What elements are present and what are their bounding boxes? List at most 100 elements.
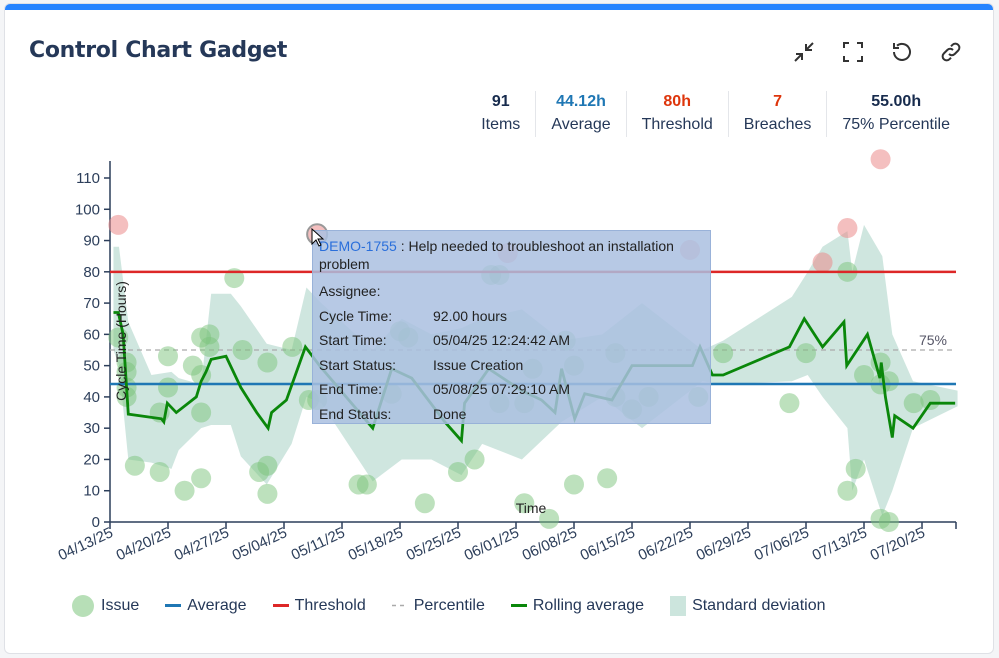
kpi-summary: 91 Items 44.12h Average 80h Threshold 7 Brea… [466, 91, 965, 137]
legend-issue[interactable]: Issue [71, 594, 139, 618]
issue-point[interactable] [282, 336, 303, 357]
chart-legend: Issue Average Threshold Percentile Rolli… [71, 594, 852, 618]
issue-point[interactable] [174, 480, 195, 501]
tooltip-row: Assignee: [319, 279, 704, 304]
tooltip-field-label: End Status: [319, 405, 392, 422]
kpi-label: 75% Percentile [842, 116, 950, 133]
breach-point[interactable] [812, 252, 833, 273]
issue-point[interactable] [191, 468, 212, 489]
x-tick-label: 05/04/25 [230, 524, 290, 564]
tooltip-row: Start Status: Issue Creation [319, 353, 704, 378]
issue-point[interactable] [158, 377, 178, 398]
issue-point[interactable] [920, 390, 941, 411]
breach-point[interactable] [837, 218, 858, 239]
legend-threshold[interactable]: Threshold [272, 597, 366, 615]
issue-point[interactable] [464, 449, 485, 470]
tooltip-field-label: Start Time: [319, 332, 387, 348]
y-tick-label: 0 [92, 514, 100, 531]
issue-point[interactable] [539, 508, 560, 529]
kpi-items: 91 Items [466, 91, 535, 137]
legend-label: Average [187, 597, 247, 614]
issue-point[interactable] [124, 455, 145, 476]
x-tick-label: 06/15/25 [578, 524, 638, 564]
tooltip-field-label: Assignee: [319, 283, 381, 299]
y-tick-label: 30 [83, 420, 100, 437]
issue-point[interactable] [224, 268, 245, 289]
issue-point[interactable] [232, 340, 253, 360]
gadget-title: Control Chart Gadget [29, 38, 288, 63]
tooltip-row: End Status: Done [319, 402, 704, 427]
kpi-value: 44.12h [556, 93, 606, 110]
gadget-toolbar [790, 38, 965, 66]
y-axis-label: Cycle Time (Hours) [113, 281, 129, 401]
legend-label: Threshold [294, 597, 366, 614]
legend-percentile[interactable]: Percentile [391, 597, 485, 615]
kpi-threshold: 80h Threshold [625, 91, 728, 137]
issue-point[interactable] [837, 480, 858, 501]
legend-rolling-average[interactable]: Rolling average [510, 597, 644, 615]
issue-point[interactable] [779, 393, 800, 414]
issue-point[interactable] [796, 343, 816, 364]
tooltip-field-value: 92.00 hours [433, 307, 507, 324]
legend-label: Percentile [413, 597, 485, 614]
issue-point[interactable] [199, 336, 220, 357]
issue-point[interactable] [257, 352, 278, 373]
issue-point[interactable] [191, 402, 212, 423]
issue-point[interactable] [257, 483, 278, 504]
y-tick-label: 90 [83, 233, 100, 250]
y-tick-label: 20 [83, 451, 100, 468]
issue-point[interactable] [713, 343, 734, 364]
y-tick-label: 60 [83, 326, 100, 343]
tooltip-field-value: 05/08/25 07:29:10 AM [433, 381, 570, 397]
breach-point[interactable] [108, 214, 129, 235]
tooltip-row: End Time: 05/08/25 07:29:10 AM [319, 377, 704, 402]
issue-point[interactable] [149, 461, 170, 482]
fullscreen-icon[interactable] [839, 38, 867, 66]
refresh-icon[interactable] [888, 38, 916, 66]
issue-point[interactable] [448, 461, 468, 482]
issue-key-link[interactable]: DEMO-1755 [319, 238, 397, 254]
x-axis-label: Time [516, 500, 547, 516]
legend-label: Issue [101, 597, 140, 614]
issue-point[interactable] [878, 512, 899, 532]
mouse-cursor-icon [311, 228, 325, 247]
y-tick-label: 100 [75, 201, 100, 218]
link-icon[interactable] [937, 38, 965, 66]
x-tick-label: 04/13/25 [56, 524, 116, 564]
kpi-label: Average [551, 116, 611, 133]
issue-summary: : Help needed to troubleshoot an install… [319, 238, 674, 272]
kpi-value: 80h [663, 93, 691, 110]
y-tick-label: 10 [83, 483, 100, 500]
kpi-value: 55.00h [871, 93, 922, 110]
issue-point[interactable] [564, 474, 584, 495]
issue-point[interactable] [414, 493, 435, 514]
kpi-breaches: 7 Breaches [727, 91, 827, 137]
breach-point[interactable] [870, 149, 891, 170]
kpi-label: Threshold [641, 116, 713, 133]
issue-point[interactable] [597, 468, 618, 489]
tooltip-row: Cycle Time: 92.00 hours [319, 304, 704, 329]
legend-standard-deviation[interactable]: Standard deviation [670, 596, 826, 616]
y-tick-label: 80 [83, 264, 100, 281]
percentile-label: 75% [919, 332, 947, 348]
x-tick-label: 06/22/25 [636, 524, 696, 564]
x-tick-label: 06/08/25 [520, 524, 580, 564]
y-tick-label: 110 [76, 170, 100, 187]
y-tick-label: 40 [83, 389, 100, 406]
issue-point[interactable] [854, 365, 874, 386]
kpi-percentile: 55.00h 75% Percentile [826, 91, 965, 137]
collapse-icon[interactable] [790, 38, 818, 66]
tooltip-field-label: Cycle Time: [319, 307, 393, 324]
issue-point[interactable] [257, 455, 278, 476]
issue-point[interactable] [845, 458, 866, 479]
legend-average[interactable]: Average [165, 597, 247, 615]
issue-point[interactable] [158, 346, 178, 367]
tooltip-field-label: Start Status: [319, 356, 397, 373]
issue-point[interactable] [903, 393, 924, 414]
x-tick-label: 04/27/25 [172, 524, 232, 564]
issue-point[interactable] [514, 493, 535, 514]
legend-label: Standard deviation [692, 597, 826, 614]
issue-point[interactable] [356, 474, 377, 495]
kpi-value: 91 [491, 93, 510, 110]
kpi-average: 44.12h Average [535, 91, 625, 137]
